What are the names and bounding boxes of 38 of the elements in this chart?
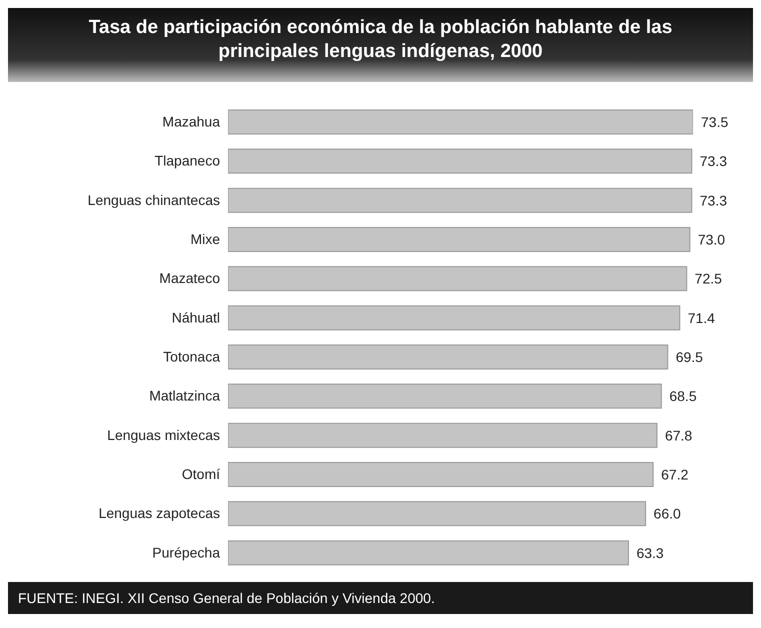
y-tick-label: Purépecha — [152, 544, 220, 560]
bar — [228, 422, 658, 448]
y-tick-label: Lenguas mixtecas — [107, 426, 220, 443]
bar — [228, 384, 662, 409]
y-tick-label: Matlatzinca — [149, 388, 220, 404]
data-label: 66.0 — [654, 506, 682, 522]
y-tick-label: Lenguas zapotecas — [98, 505, 220, 522]
y-tick-label: Totonaca — [163, 348, 220, 365]
data-label: 73.5 — [701, 114, 728, 130]
bar — [228, 266, 688, 292]
data-label: 67.2 — [661, 466, 689, 482]
bar — [228, 501, 646, 526]
data-label: 73.0 — [698, 231, 726, 248]
y-tick-label: Mazateco — [159, 270, 220, 286]
bar — [228, 110, 693, 134]
y-tick-label: Mixe — [190, 231, 220, 248]
data-label: 72.5 — [694, 270, 722, 287]
bar — [228, 344, 668, 370]
source-note: FUENTE: INEGI. XII Censo General de Población y Vivienda 2000. — [8, 582, 753, 614]
bar — [228, 305, 680, 330]
bar — [228, 540, 629, 566]
bar — [228, 188, 692, 213]
data-label: 63.3 — [636, 544, 664, 561]
bar — [228, 227, 690, 252]
chart-title: Tasa de participación económica de la población hablante de las principales lenguas indígenas, 2000 — [8, 8, 753, 82]
bar — [228, 148, 692, 174]
bar — [228, 462, 654, 487]
y-tick-label: Náhuatl — [172, 309, 220, 326]
y-tick-label: Tlapaneco — [154, 152, 220, 169]
y-tick-label: Lenguas chinantecas — [88, 192, 220, 208]
data-label: 71.4 — [688, 310, 716, 326]
data-label: 73.3 — [700, 153, 728, 170]
data-label: 68.5 — [669, 388, 697, 404]
y-tick-label: Mazahua — [162, 114, 220, 130]
y-tick-label: Otomí — [182, 466, 220, 482]
data-label: 67.8 — [664, 427, 692, 444]
data-label: 73.3 — [700, 192, 728, 208]
data-label: 69.5 — [676, 348, 704, 365]
